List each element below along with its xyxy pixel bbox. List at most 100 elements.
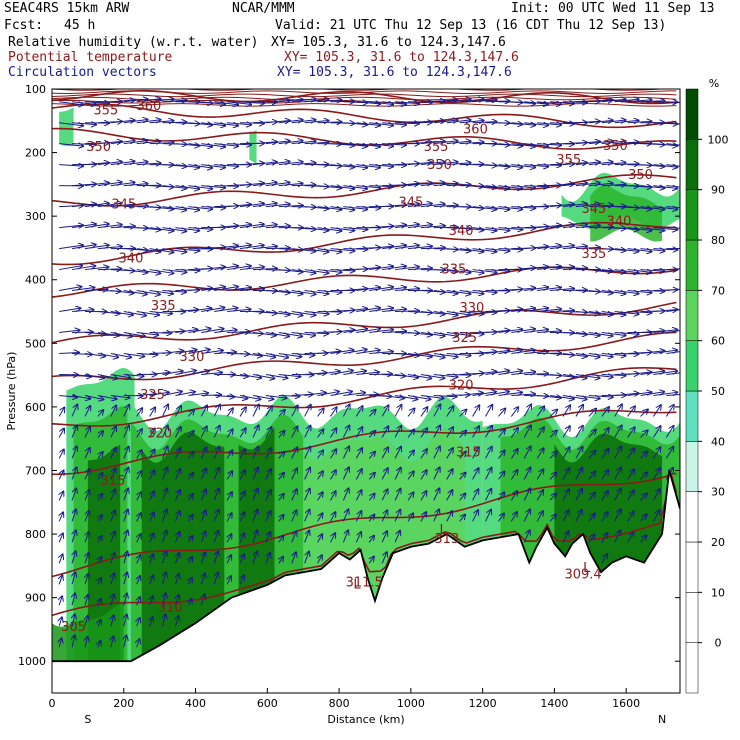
vector-arrow bbox=[640, 331, 665, 333]
vector-arrow bbox=[420, 470, 427, 480]
vector-arrow bbox=[627, 448, 635, 459]
vector-arrow bbox=[588, 409, 596, 417]
vector-arrow bbox=[575, 333, 600, 336]
vector-arrow bbox=[523, 425, 531, 438]
vector-arrow bbox=[614, 142, 639, 144]
vector-arrow bbox=[291, 405, 298, 417]
vector-arrow bbox=[523, 509, 530, 522]
vector-arrow bbox=[588, 451, 596, 459]
vector-arrow bbox=[640, 514, 647, 522]
vector-arrow bbox=[601, 270, 626, 273]
vector-arrow bbox=[640, 351, 665, 354]
vector-arrow bbox=[149, 449, 155, 459]
vector-arrow bbox=[601, 99, 626, 101]
isentrope-label: 330 bbox=[180, 350, 205, 365]
vector-arrow bbox=[98, 515, 102, 522]
vector-arrow bbox=[136, 290, 160, 295]
vector-arrow bbox=[162, 467, 168, 480]
vector-arrow bbox=[278, 290, 303, 294]
vector-arrow bbox=[355, 406, 362, 417]
vector-arrow bbox=[304, 269, 329, 274]
vector-arrow bbox=[459, 99, 484, 102]
vector-arrow bbox=[459, 333, 484, 334]
vector-arrow bbox=[227, 123, 251, 125]
colorbar-swatch bbox=[685, 139, 699, 190]
colorbar-swatch bbox=[685, 491, 699, 543]
circulation-vectors bbox=[59, 99, 680, 648]
vector-arrow bbox=[614, 269, 639, 273]
vector-arrow bbox=[575, 204, 600, 207]
vector-arrow bbox=[446, 448, 453, 459]
vector-arrow bbox=[175, 427, 180, 438]
vector-arrow bbox=[149, 312, 172, 314]
vector-arrow bbox=[433, 100, 458, 102]
vector-arrow bbox=[498, 409, 505, 417]
vector-arrow bbox=[420, 121, 445, 123]
vector-arrow bbox=[395, 123, 419, 124]
vector-arrow bbox=[291, 269, 316, 273]
vector-arrow bbox=[123, 249, 148, 251]
vector-arrow bbox=[330, 206, 354, 210]
vector-arrow bbox=[498, 123, 522, 125]
vector-arrow bbox=[240, 575, 244, 585]
vector-arrow bbox=[162, 488, 168, 501]
vector-arrow bbox=[175, 392, 195, 396]
vector-arrow bbox=[394, 224, 419, 229]
vector-arrow bbox=[666, 351, 680, 354]
vector-arrow bbox=[537, 395, 561, 397]
vector-arrow bbox=[110, 468, 116, 480]
vector-arrow bbox=[59, 245, 83, 250]
vector-arrow bbox=[562, 489, 569, 501]
vector-arrow bbox=[136, 163, 161, 165]
vector-arrow bbox=[279, 557, 283, 564]
vector-arrow bbox=[446, 353, 471, 355]
vector-arrow bbox=[252, 530, 257, 543]
vector-arrow bbox=[278, 205, 303, 206]
vector-arrow bbox=[201, 552, 205, 564]
vector-arrow bbox=[498, 392, 522, 395]
vector-arrow bbox=[330, 407, 336, 417]
vector-arrow bbox=[537, 102, 561, 105]
vector-arrow bbox=[575, 312, 600, 314]
vector-arrow bbox=[472, 510, 479, 522]
isentrope-label: 310 bbox=[158, 601, 183, 616]
vector-arrow bbox=[110, 489, 115, 501]
vector-arrow bbox=[291, 141, 316, 144]
model-name: SEAC4RS 15km ARW bbox=[4, 1, 130, 16]
vector-arrow bbox=[537, 123, 561, 125]
vector-arrow bbox=[395, 267, 419, 270]
low-center-label: L bbox=[353, 578, 361, 593]
vector-arrow bbox=[188, 350, 209, 354]
vector-arrow bbox=[252, 488, 258, 501]
vector-arrow bbox=[265, 332, 289, 337]
vector-arrow bbox=[627, 490, 634, 501]
vector-arrow bbox=[240, 554, 244, 564]
vector-arrow bbox=[84, 163, 109, 165]
vector-arrow bbox=[614, 467, 622, 480]
vector-arrow bbox=[420, 204, 445, 207]
vector-arrow bbox=[485, 510, 491, 522]
vector-arrow bbox=[239, 203, 264, 208]
vector-arrow bbox=[549, 473, 556, 480]
vector-arrow bbox=[188, 123, 212, 125]
vector-arrow bbox=[420, 395, 444, 398]
vector-arrow bbox=[640, 165, 665, 167]
vector-arrow bbox=[175, 370, 195, 375]
vector-arrow bbox=[640, 451, 648, 459]
vector-arrow bbox=[459, 228, 484, 231]
isentrope-upper bbox=[52, 89, 670, 91]
isentrope-label: 340 bbox=[449, 224, 474, 239]
vector-arrow bbox=[575, 183, 600, 186]
vector-arrow bbox=[98, 473, 103, 480]
colorbar-label: 10 bbox=[711, 586, 725, 599]
vector-arrow bbox=[588, 183, 613, 185]
vector-arrow bbox=[498, 228, 522, 230]
low-center-label: L bbox=[440, 523, 448, 538]
vector-arrow bbox=[265, 490, 271, 501]
vector-arrow bbox=[265, 141, 290, 144]
vector-arrow bbox=[84, 289, 107, 290]
vector-arrow bbox=[123, 510, 128, 522]
vector-arrow bbox=[666, 227, 680, 229]
vector-arrow bbox=[420, 141, 445, 144]
vector-arrow bbox=[446, 490, 453, 501]
